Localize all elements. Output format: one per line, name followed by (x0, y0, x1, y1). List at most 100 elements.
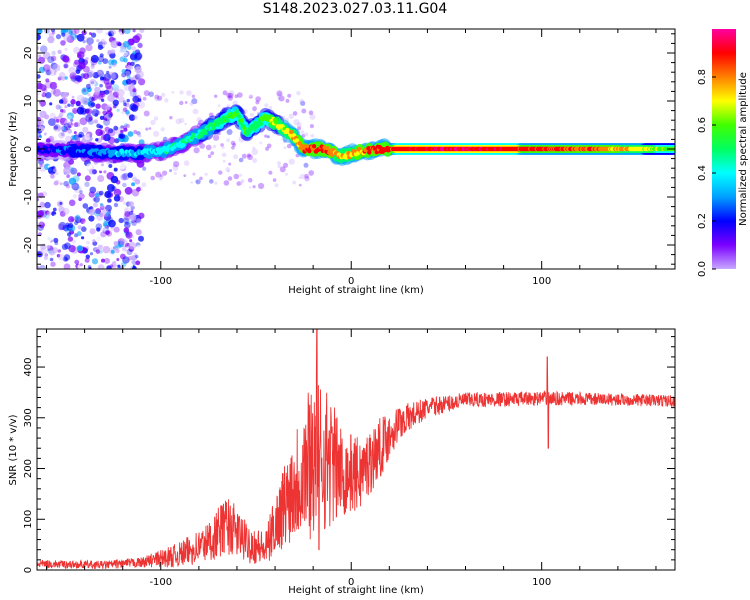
noise-point (74, 220, 79, 226)
noise-point (132, 29, 136, 33)
noise-point (100, 231, 107, 238)
noise-point (95, 103, 101, 109)
noise-point (299, 98, 305, 104)
noise-point (130, 215, 137, 222)
noise-point (95, 236, 102, 243)
noise-point (99, 83, 103, 88)
noise-point (130, 82, 135, 87)
noise-point (61, 76, 65, 81)
noise-point (153, 116, 159, 121)
noise-point (130, 104, 139, 112)
noise-point (97, 94, 104, 100)
spectrogram-ylabel: Frequency (Hz) (8, 111, 19, 187)
noise-point (239, 173, 243, 177)
noise-point (58, 99, 64, 104)
noise-point (207, 154, 212, 158)
noise-point (57, 223, 63, 229)
noise-point (231, 145, 235, 150)
noise-point (247, 154, 253, 161)
noise-point (179, 117, 185, 124)
noise-point (82, 126, 89, 133)
noise-point (226, 138, 231, 143)
noise-point (252, 106, 257, 112)
noise-point (37, 265, 40, 269)
noise-point (104, 257, 110, 264)
noise-point (258, 182, 265, 190)
noise-point (120, 129, 124, 134)
noise-point (65, 135, 72, 143)
noise-point (136, 218, 142, 224)
noise-point (95, 249, 101, 254)
ridge-core (367, 150, 372, 155)
noise-point (89, 208, 96, 215)
noise-point (59, 201, 63, 205)
noise-point (284, 172, 288, 176)
noise-point (91, 97, 96, 102)
noise-point (150, 119, 156, 126)
noise-point (67, 173, 71, 177)
noise-point (249, 112, 254, 118)
noise-point (113, 125, 119, 131)
noise-point (59, 182, 63, 186)
noise-point (64, 242, 71, 250)
noise-point (288, 158, 295, 165)
noise-point (286, 143, 292, 149)
noise-point (101, 209, 110, 217)
noise-point (280, 182, 285, 187)
noise-point (45, 236, 52, 243)
colorbar-gradient (712, 29, 736, 269)
noise-point (100, 98, 105, 103)
noise-point (103, 170, 107, 174)
noise-point (96, 214, 104, 221)
y-tick-label: 200 (23, 459, 34, 478)
noise-point (148, 127, 152, 130)
noise-point (50, 174, 55, 179)
noise-point (138, 133, 142, 138)
noise-point (112, 99, 120, 106)
noise-point (223, 180, 230, 186)
ridge-core (325, 146, 330, 151)
noise-point (55, 104, 61, 110)
noise-point (113, 195, 121, 202)
noise-point (133, 252, 138, 257)
noise-point (122, 173, 126, 178)
noise-point (103, 223, 108, 227)
noise-point (50, 88, 57, 95)
noise-point (101, 163, 104, 167)
ridge-core (236, 114, 242, 119)
noise-point (78, 131, 84, 138)
noise-point (119, 49, 124, 53)
noise-point (56, 83, 61, 87)
noise-point (52, 207, 57, 212)
noise-point (91, 81, 95, 85)
noise-point (137, 42, 143, 49)
noise-point (98, 92, 104, 98)
noise-point (98, 190, 104, 196)
noise-point (252, 146, 256, 150)
noise-point (92, 117, 98, 123)
noise-point (83, 88, 87, 92)
noise-point (108, 65, 112, 69)
noise-point (62, 207, 70, 215)
noise-point (116, 41, 121, 46)
noise-point (238, 180, 244, 186)
noise-point (94, 192, 100, 198)
noise-point (109, 264, 114, 268)
noise-point (66, 115, 72, 121)
noise-point (241, 153, 247, 159)
noise-point (125, 123, 130, 129)
noise-point (78, 62, 86, 70)
noise-point (227, 95, 233, 101)
noise-point (63, 167, 71, 175)
noise-point (94, 86, 101, 94)
noise-point (234, 94, 239, 99)
noise-point (248, 94, 252, 98)
noise-point (303, 176, 309, 183)
noise-point (37, 74, 41, 79)
noise-point (57, 223, 65, 231)
noise-point (40, 236, 46, 242)
ridge-core (242, 126, 247, 131)
noise-point (282, 162, 289, 168)
noise-point (138, 235, 144, 242)
